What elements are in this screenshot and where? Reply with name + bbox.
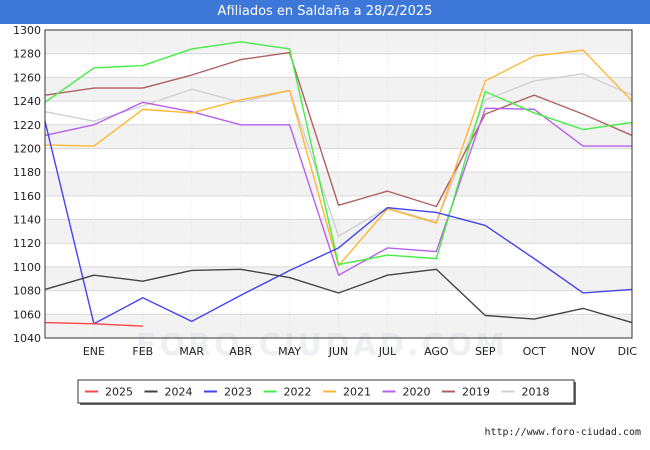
legend-label-2022: 2022 xyxy=(284,386,312,399)
legend-label-2023: 2023 xyxy=(224,386,252,399)
x-tick-label: AGO xyxy=(424,345,449,358)
series-line-2021 xyxy=(44,49,633,267)
y-tick-label: 1240 xyxy=(13,95,41,108)
x-tick-label: MAR xyxy=(179,345,204,358)
series-line-2018 xyxy=(44,73,633,237)
legend-label-2024: 2024 xyxy=(165,386,193,399)
series-line-2025 xyxy=(44,321,143,327)
y-tick-label: 1120 xyxy=(13,237,41,250)
x-tick-label: ABR xyxy=(229,345,252,358)
y-tick-label: 1140 xyxy=(13,214,41,227)
legend-label-2018: 2018 xyxy=(522,386,550,399)
series-line-2020 xyxy=(44,101,632,276)
legend: 2025 2024 2023 2022 2021 2020 2019 2018 xyxy=(77,379,576,405)
plot-band xyxy=(45,124,632,149)
chart-title: Afiliados en Saldaña a 28/2/2025 xyxy=(217,4,433,19)
footer-url: http://www.foro-ciudad.com xyxy=(484,427,641,438)
x-tick-label: OCT xyxy=(523,345,546,358)
plot-band xyxy=(45,77,632,102)
x-axis-ticks: ENE FEB MAR ABR MAY JUN JUL AGO SEP OCT NOV DIC xyxy=(83,345,637,358)
x-tick-label: ENE xyxy=(83,345,105,358)
y-tick-label: 1260 xyxy=(13,71,41,84)
y-axis-ticks: 1040 1060 1080 1100 1120 1140 1160 1180 1200 1220… xyxy=(13,24,41,345)
series-line-2024 xyxy=(44,268,633,324)
series-line-2022 xyxy=(44,41,633,266)
y-tick-label: 1200 xyxy=(13,142,41,155)
grid-lines xyxy=(45,29,632,339)
plot-band xyxy=(45,290,632,315)
plot-band xyxy=(45,53,632,78)
x-tick-label: DIC xyxy=(618,345,638,358)
y-tick-label: 1300 xyxy=(13,24,41,37)
legend-label-2025: 2025 xyxy=(105,386,133,399)
plot-band xyxy=(45,148,632,173)
plot-band xyxy=(45,30,632,54)
x-tick-label: MAY xyxy=(278,345,301,358)
y-tick-label: 1280 xyxy=(13,48,41,61)
y-tick-label: 1080 xyxy=(13,285,41,298)
watermark: FORO-CIUDAD.COM xyxy=(136,328,508,363)
plot-frame xyxy=(44,29,633,339)
series-line-2019 xyxy=(44,51,633,208)
y-tick-label: 1040 xyxy=(13,332,41,345)
plot-band xyxy=(45,266,632,291)
x-tick-label: JUN xyxy=(328,345,349,358)
x-tick-label: SEP xyxy=(475,345,496,358)
y-tick-label: 1060 xyxy=(13,308,41,321)
title-bar xyxy=(0,0,650,24)
legend-label-2021: 2021 xyxy=(343,386,371,399)
plot-band xyxy=(45,314,632,338)
y-tick-label: 1100 xyxy=(13,261,41,274)
y-tick-label: 1160 xyxy=(13,190,41,203)
plot-band xyxy=(45,101,632,125)
x-tick-label: NOV xyxy=(571,345,596,358)
series-lines xyxy=(44,41,633,327)
legend-label-2019: 2019 xyxy=(462,386,490,399)
x-tick-label: JUL xyxy=(378,345,397,358)
y-tick-label: 1180 xyxy=(13,166,41,179)
series-line-2023 xyxy=(44,121,633,325)
legend-label-2020: 2020 xyxy=(403,386,431,399)
y-tick-label: 1220 xyxy=(13,119,41,132)
x-tick-label: FEB xyxy=(132,345,153,358)
